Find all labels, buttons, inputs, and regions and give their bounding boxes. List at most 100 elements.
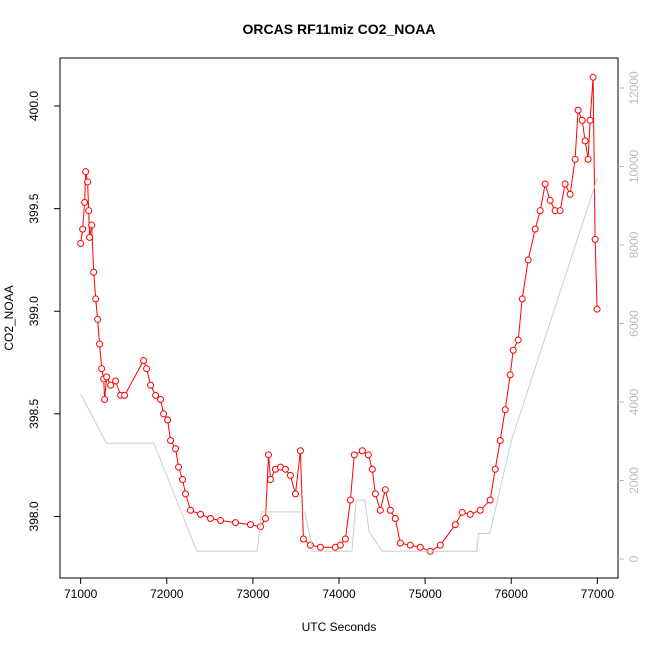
data-point: [336, 541, 344, 549]
data-point: [164, 416, 172, 424]
data-point: [167, 437, 175, 445]
data-point: [571, 155, 579, 163]
data-point: [98, 365, 106, 373]
x-tick-label: 76000: [495, 587, 529, 601]
data-point: [589, 73, 597, 81]
data-point: [96, 340, 104, 348]
data-point: [107, 381, 115, 389]
y2-tick-label: 0: [627, 555, 641, 562]
data-point: [316, 543, 324, 551]
y2-tick-label: 12000: [627, 71, 641, 105]
x-tick-label: 75000: [408, 587, 442, 601]
data-point: [187, 506, 195, 514]
data-point: [291, 490, 299, 498]
x-tick-label: 73000: [236, 587, 270, 601]
data-point: [197, 510, 205, 518]
data-point: [246, 521, 254, 529]
data-point: [140, 356, 148, 364]
data-point: [172, 445, 180, 453]
data-point: [486, 496, 494, 504]
data-point: [84, 178, 92, 186]
data-point: [531, 225, 539, 233]
data-point: [92, 295, 100, 303]
data-point: [157, 395, 165, 403]
data-point: [82, 168, 90, 176]
plot-frame: [59, 57, 619, 579]
data-point: [182, 490, 190, 498]
data-point: [341, 535, 349, 543]
data-point: [286, 471, 294, 479]
data-point: [358, 447, 366, 455]
y2-tick-label: 2000: [627, 467, 641, 494]
data-point: [541, 180, 549, 188]
series-line: [80, 77, 598, 552]
data-point: [458, 508, 466, 516]
data-point: [77, 240, 85, 248]
data-point: [85, 207, 93, 215]
data-point: [506, 371, 514, 379]
data-point: [160, 410, 168, 418]
data-point: [152, 391, 160, 399]
data-point: [81, 198, 89, 206]
data-point: [112, 377, 120, 385]
data-point: [591, 235, 599, 243]
data-point: [593, 305, 601, 313]
data-point: [94, 315, 102, 323]
data-point: [466, 510, 474, 518]
y-tick-label: 399.5: [27, 193, 41, 223]
x-tick-label: 72000: [150, 587, 184, 601]
x-axis-label: UTC Seconds: [302, 620, 377, 634]
data-point: [121, 391, 129, 399]
data-point: [496, 437, 504, 445]
data-point: [501, 406, 509, 414]
data-point: [364, 451, 372, 459]
data-point: [561, 180, 569, 188]
y2-tick-label: 10000: [627, 149, 641, 183]
data-point: [391, 514, 399, 522]
data-point: [376, 506, 384, 514]
data-point: [147, 381, 155, 389]
x-tick-label: 71000: [64, 587, 98, 601]
data-point: [79, 225, 87, 233]
data-point: [86, 233, 94, 241]
data-point: [101, 395, 109, 403]
y-tick-label: 400.0: [27, 91, 41, 121]
data-point: [451, 521, 459, 529]
data-point: [175, 463, 183, 471]
data-point: [143, 365, 151, 373]
data-point: [231, 519, 239, 527]
data-point: [574, 106, 582, 114]
data-point: [346, 496, 354, 504]
data-point: [509, 346, 517, 354]
series-line: [80, 178, 598, 552]
data-point: [581, 137, 589, 145]
x-tick-label: 77000: [581, 587, 615, 601]
data-point: [264, 451, 272, 459]
data-point: [281, 465, 289, 473]
data-point: [266, 475, 274, 483]
data-point: [299, 535, 307, 543]
data-point: [578, 116, 586, 124]
data-point: [586, 116, 594, 124]
data-point: [556, 207, 564, 215]
data-point: [416, 543, 424, 551]
y-tick-label: 398.0: [27, 501, 41, 531]
y-tick-label: 398.5: [27, 398, 41, 428]
data-point: [386, 506, 394, 514]
data-point: [584, 155, 592, 163]
y-axis-label: CO2_NOAA: [2, 285, 16, 350]
data-point: [381, 486, 389, 494]
y-tick-label: 399.0: [27, 296, 41, 326]
x-tick-label: 74000: [322, 587, 356, 601]
data-point: [350, 451, 358, 459]
data-point: [514, 336, 522, 344]
data-point: [88, 221, 96, 229]
data-point: [396, 539, 404, 547]
y2-tick-label: 8000: [627, 231, 641, 258]
data-point: [217, 517, 225, 525]
data-point: [368, 465, 376, 473]
data-point: [491, 465, 499, 473]
data-point: [518, 295, 526, 303]
